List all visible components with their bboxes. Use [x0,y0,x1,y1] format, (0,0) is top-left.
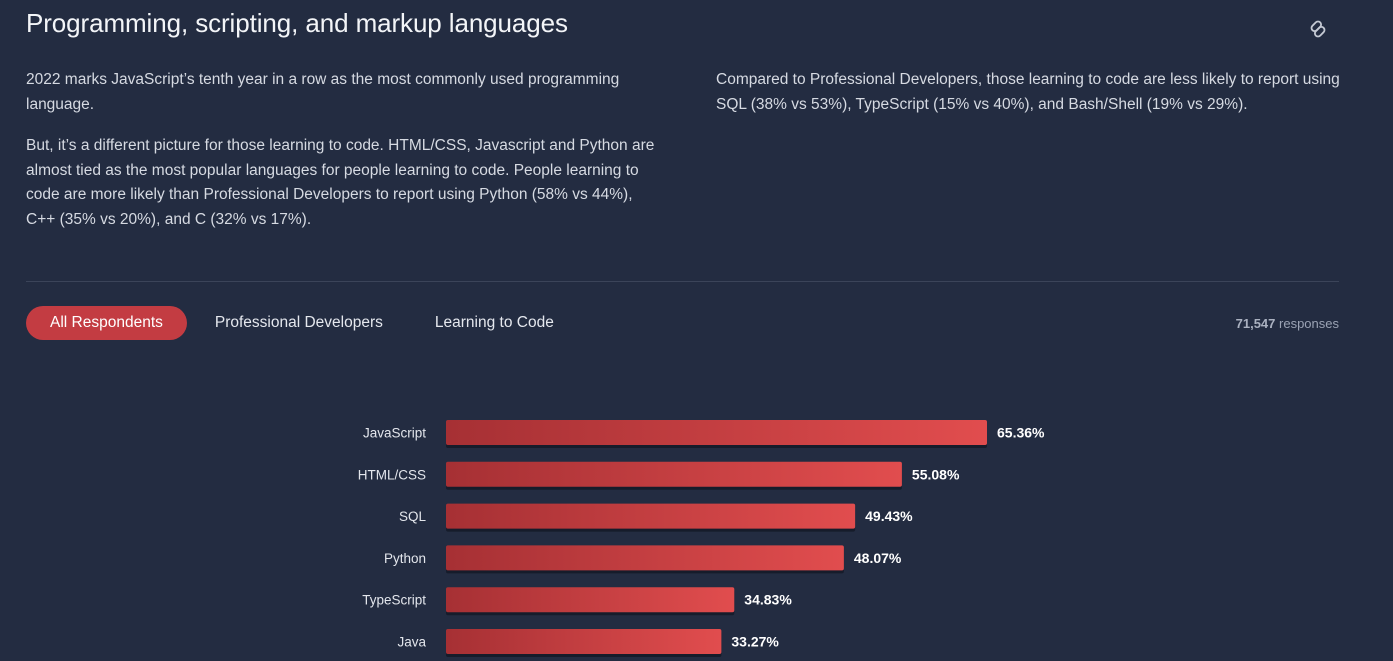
value-label: 33.27% [731,634,779,650]
section-divider [26,281,1339,282]
tab-all-respondents[interactable]: All Respondents [26,306,187,340]
category-label: Java [397,635,426,650]
tab-professional-developers[interactable]: Professional Developers [214,314,383,331]
intro-right-column: Compared to Professional Developers, tho… [716,68,1346,134]
category-label: JavaScript [363,426,426,441]
category-label: TypeScript [362,593,426,608]
category-label: SQL [399,509,427,524]
category-label: Python [384,551,426,566]
bar-javascript[interactable] [446,420,987,445]
respondent-tabs: All Respondents Professional Developers … [26,306,578,340]
intro-paragraph: Compared to Professional Developers, tho… [716,71,1340,113]
value-label: 55.08% [912,466,960,482]
value-label: 34.83% [744,592,792,608]
link-button[interactable] [1304,15,1332,43]
bar-java[interactable] [446,629,722,654]
responses-label: responses [1279,316,1339,331]
value-label: 49.43% [865,508,913,524]
tab-learning-to-code[interactable]: Learning to Code [434,314,554,331]
category-label: HTML/CSS [358,467,426,482]
bar-typescript[interactable] [446,587,735,613]
bar-sql[interactable] [446,503,856,529]
value-label: 48.07% [854,550,902,566]
link-icon [1310,20,1326,38]
bar-python[interactable] [446,545,844,571]
value-label: 65.36% [997,425,1045,441]
bar-html-css[interactable] [446,461,902,487]
page-title: Programming, scripting, and markup langu… [26,8,568,38]
intro-paragraph: 2022 marks JavaScript’s tenth year in a … [26,71,620,113]
intro-paragraph: But, it’s a different picture for those … [26,137,655,228]
languages-bar-chart: JavaScript 65.36% HTML/CSS 55.08% SQL 49.43% P… [358,420,1045,657]
responses-count: 71,547 responses [1236,316,1339,331]
intro-left-column: 2022 marks JavaScript’s tenth year in a … [26,68,656,249]
responses-number: 71,547 [1235,316,1276,331]
